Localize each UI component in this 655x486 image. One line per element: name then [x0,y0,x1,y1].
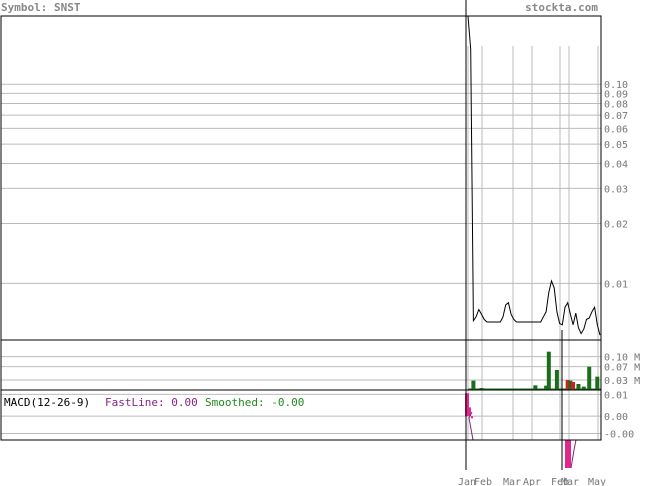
price-tick-label: 0.10 [604,80,628,91]
price-tick-label: 0.08 [604,100,628,111]
macd-tick-label: 0.00 [604,412,628,423]
panel-frame [0,15,602,341]
macd-hist-bar [471,416,473,419]
macd-tick-label: -0.00 [604,429,634,440]
price-tick-label: 0.09 [604,89,628,100]
volume-tick-label: 0.07 M [604,363,640,374]
volume-tick-label: 0.03 M [604,376,640,387]
macd-smoothed-label: Smoothed: -0.00 [205,396,304,409]
tick-labels: 0.100.090.080.07 0.06 0.05 0.04 0.03 0.02 0.01… [458,80,640,486]
panel-frame [0,339,602,391]
x-tick-label: Jan [458,477,476,486]
chart-frame [0,15,602,441]
x-tick-label: Feb [551,477,569,486]
macd-title: MACD(12-26-9) [4,396,90,409]
grid-lines [1,46,601,440]
price-tick-label: 0.03 [604,184,628,195]
volume-bar [571,382,576,390]
macd-tick-label: 0.01 [604,390,628,401]
volume-bar [544,385,549,390]
price-tick-label: 0.07 [604,111,628,122]
x-tick-label: Mar [561,477,579,486]
site-label: stockta.com [525,1,598,14]
macd-hist-bar [467,393,469,417]
macd-hist-bar [469,407,471,417]
macd-fastline [468,411,474,441]
volume-bar [554,370,559,390]
volume-bar [533,385,538,390]
x-tick-label: Mar [503,477,521,486]
price-series-line [467,15,601,336]
volume-bar [576,384,581,390]
volume-bar [581,386,586,390]
volume-bar [471,380,476,390]
macd-fastline-label: FastLine: 0.00 [105,396,198,409]
volume-bar [568,380,573,390]
volume-bar [587,366,592,390]
price-tick-label: 0.02 [604,219,628,230]
price-tick-label: 0.05 [604,140,628,151]
panel-frame [0,389,602,441]
macd-hist-bar [565,440,571,468]
volume-bar [546,351,551,390]
x-tick-label: Feb [474,477,492,486]
volume-bar [479,388,484,390]
volume-bars [468,351,601,390]
volume-bar [595,376,600,390]
volume-bar [498,388,503,390]
price-tick-label: 0.01 [604,279,628,290]
symbol-label: Symbol: SNST [1,1,81,14]
price-tick-label: 0.06 [604,124,628,135]
volume-bar [565,380,570,390]
x-tick-label: May [588,477,606,486]
price-tick-label: 0.04 [604,159,628,170]
price-line [465,0,601,470]
volume-tick-label: 0.10 M [604,353,640,364]
macd-fastline [570,439,577,469]
x-tick-label: Apr [523,477,541,486]
